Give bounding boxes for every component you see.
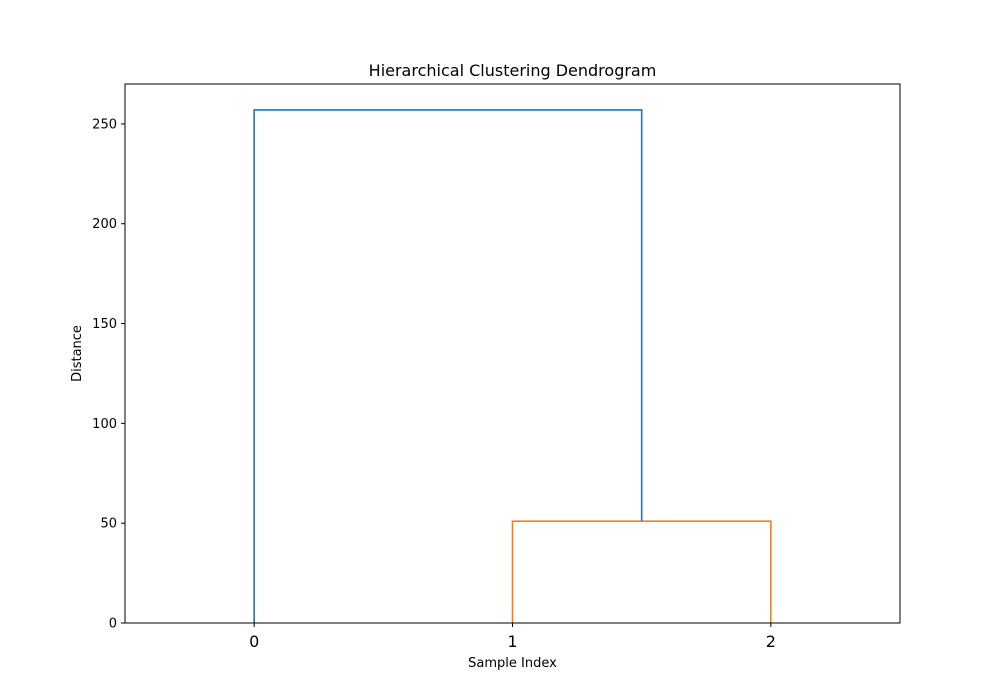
- x-tick-label-2: 2: [766, 632, 776, 651]
- y-tick-label-250: 250: [92, 117, 117, 132]
- dendrogram-link-link-1-2: [511, 520, 772, 623]
- dendrogram-links: [253, 109, 772, 623]
- dendrogram-link-link-0-root: [253, 109, 643, 623]
- plot-area: [124, 83, 901, 624]
- y-tick-label-150: 150: [92, 317, 117, 332]
- y-axis: 0 50 100 150 200 250: [92, 117, 125, 632]
- x-axis: 0 1 2: [249, 623, 776, 651]
- chart-title: Hierarchical Clustering Dendrogram: [369, 61, 657, 80]
- x-tick-label-1: 1: [507, 632, 517, 651]
- y-tick-label-200: 200: [92, 217, 117, 232]
- y-tick-label-100: 100: [92, 417, 117, 432]
- y-axis-label: Distance: [70, 325, 85, 382]
- x-tick-label-0: 0: [249, 632, 259, 651]
- y-tick-label-50: 50: [100, 517, 117, 532]
- x-axis-label: Sample Index: [468, 656, 557, 671]
- y-tick-label-0: 0: [109, 617, 117, 632]
